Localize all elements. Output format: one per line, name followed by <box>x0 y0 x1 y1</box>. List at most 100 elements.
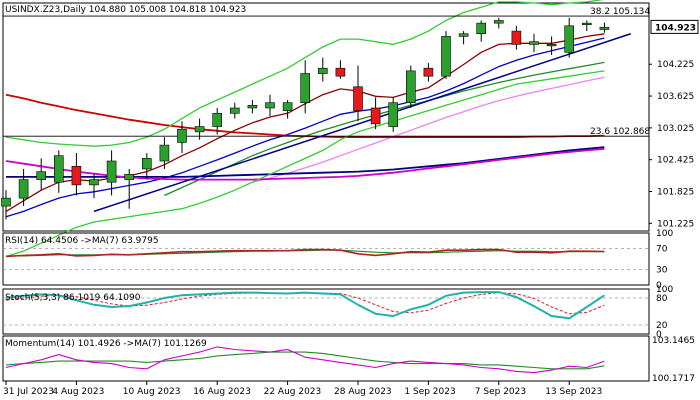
candle-body-down <box>71 166 82 186</box>
candle-body-up <box>142 158 152 170</box>
date-tick-label: 13 Sep 2023 <box>545 387 602 397</box>
rsi-label: RSI(14) 64.4506 ->MA(7) 63.9795 <box>5 236 159 246</box>
candle-body-up <box>265 102 275 109</box>
candle-body-up <box>493 20 504 24</box>
candle-body-up <box>53 155 64 183</box>
symbol-header: USINDX.Z23,Daily 104.880 105.008 104.818… <box>5 5 246 15</box>
candle-body-up <box>230 107 240 114</box>
price-tick-label: 104.225 <box>657 60 694 70</box>
candle-body-up <box>599 27 610 30</box>
candle-body-up <box>529 41 539 45</box>
momentum-label: Momentum(14) 101.4926 ->MA(7) 101.1269 <box>5 339 207 349</box>
candle-body-up <box>106 160 117 183</box>
candle-body-up <box>36 171 47 180</box>
date-tick-label: 7 Sep 2023 <box>475 387 526 397</box>
price-tick-label: 103.625 <box>657 92 694 102</box>
rsi-y-axis: 100 70 30 0 <box>656 229 673 291</box>
stochastic-tick-label: 100 <box>656 285 673 295</box>
moving-average-line-ma_navy <box>6 146 605 178</box>
candle-body-up <box>300 73 311 103</box>
moving-average-line-ma_mid <box>5 37 605 218</box>
rsi-tick-label: 0 <box>656 281 662 291</box>
date-tick-label: 16 Aug 2023 <box>193 387 251 397</box>
candle-body-up <box>212 112 222 127</box>
rsi-lines <box>3 248 649 270</box>
rsi-tick-label: 30 <box>656 265 668 275</box>
fibonacci-label: 23.6 102.868 <box>590 127 650 137</box>
price-y-axis: 104.225 103.625 103.025 102.425 101.825 101.2… <box>649 60 694 229</box>
stochastic-tick-label: 80 <box>656 294 668 304</box>
candle-body-up <box>581 22 592 25</box>
candle-body-up <box>441 36 451 77</box>
price-tick-label: 103.025 <box>657 124 694 134</box>
stochastic-tick-label: 0 <box>656 330 662 340</box>
date-tick-label: 10 Aug 2023 <box>123 387 181 397</box>
candle-body-down <box>511 30 522 45</box>
candle-body-up <box>247 105 258 109</box>
rsi-panel-frame <box>2 232 650 286</box>
candle-body-up <box>282 102 293 111</box>
candle-body-up <box>388 102 399 127</box>
stochastic-lines <box>3 291 649 326</box>
price-panel-frame <box>2 2 650 232</box>
rsi-panel: 100 70 30 0 RSI(14) 64.4506 ->MA(7) 63.9795 <box>2 229 673 291</box>
moving-average-line-bollinger <box>5 0 605 147</box>
candle-body-down <box>353 86 363 111</box>
momentum-tick-label: 103.1465 <box>652 336 695 346</box>
price-tick-label: 101.825 <box>657 187 694 197</box>
momentum-tick-label: 100.1717 <box>652 374 695 384</box>
candle-body-up <box>194 126 205 133</box>
candle-body-up <box>18 179 29 199</box>
candle-body-up <box>476 22 487 35</box>
current-price-box <box>650 19 699 34</box>
price-tick-label: 101.225 <box>657 219 694 229</box>
momentum-y-axis: 103.1465 100.1717 <box>652 336 695 384</box>
moving-average-line-ma_purple <box>5 147 605 181</box>
date-tick-label: 22 Aug 2023 <box>264 387 322 397</box>
stochastic-tick-label: 20 <box>656 321 668 331</box>
momentum-line <box>5 346 605 374</box>
rsi-line <box>5 248 605 258</box>
candle-body-down <box>335 67 346 77</box>
candle-body-up <box>1 197 11 207</box>
candle-body-up <box>458 33 469 37</box>
fibonacci-label: 38.2 105.134 <box>590 7 650 17</box>
candle-body-up <box>317 67 328 74</box>
current-price-tag: 104.923 <box>650 19 699 34</box>
stochastic-label: Stoch(5,3,3) 86.1019 64.1090 <box>5 293 141 303</box>
moving-average-line-ma_magenta <box>252 76 605 183</box>
date-tick-label: 28 Aug 2023 <box>334 387 392 397</box>
stochastic-k-line <box>5 291 605 320</box>
momentum-panel: 103.1465 100.1717 Momentum(14) 101.4926 -… <box>2 335 695 384</box>
current-price-label: 104.923 <box>655 23 696 33</box>
date-tick-label: 1 Sep 2023 <box>404 387 455 397</box>
price-tick-label: 102.425 <box>657 156 694 166</box>
stochastic-panel-frame <box>2 288 650 335</box>
candle-body-up <box>159 144 170 162</box>
candle-body-up <box>177 128 187 143</box>
momentum-panel-frame <box>2 335 650 382</box>
momentum-lines <box>5 346 605 374</box>
moving-average-line-bollinger <box>5 70 605 258</box>
candle-body-up <box>564 25 575 53</box>
moving-average-line-ma_slow_green <box>164 61 605 197</box>
rsi-tick-label: 100 <box>656 229 673 239</box>
candle-body-up <box>89 179 99 186</box>
candle-body-down <box>370 107 381 125</box>
trendline <box>93 33 632 213</box>
candle-body-up <box>405 70 416 103</box>
candle-body-up <box>124 173 134 180</box>
moving-averages <box>5 0 605 258</box>
candle-body-down <box>423 67 434 77</box>
rsi-tick-label: 70 <box>656 245 668 255</box>
momentum-ma-line <box>5 351 605 370</box>
date-tick-label: 4 Aug 2023 <box>52 387 104 397</box>
trendline-line <box>93 33 632 213</box>
candle-body-up <box>546 44 557 47</box>
candlesticks <box>1 17 610 220</box>
